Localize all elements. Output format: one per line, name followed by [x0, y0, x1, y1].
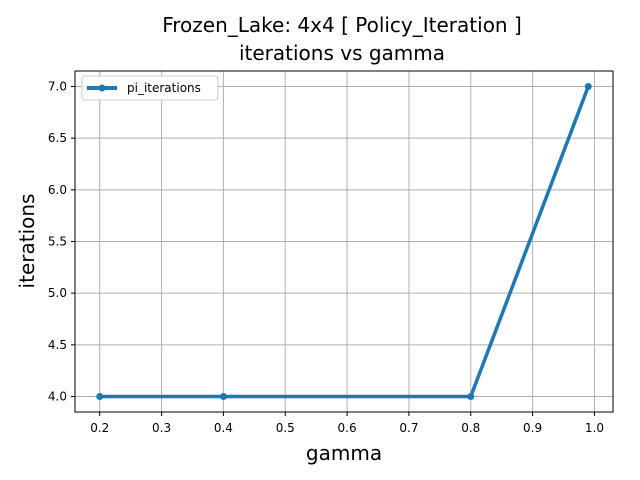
x-tick-label: 0.3	[152, 421, 171, 435]
series-layer	[96, 83, 592, 400]
legend: pi_iterations	[81, 75, 219, 101]
x-tick-label: 0.5	[276, 421, 295, 435]
x-tick-label: 0.9	[523, 421, 542, 435]
data-point	[584, 83, 592, 90]
data-point	[219, 393, 227, 400]
chart-subtitle: iterations vs gamma	[239, 41, 445, 65]
legend-box	[81, 75, 219, 101]
data-point	[96, 393, 104, 400]
x-tick-label: 0.6	[338, 421, 357, 435]
x-tick-label: 1.0	[585, 421, 604, 435]
ticks: 0.2 0.3 0.4 0.5 0.6 0.7 0.8 0.9 1.0 4.0 4.5 5.0 5.5 6…	[48, 80, 604, 436]
y-tick-label: 4.0	[48, 390, 67, 404]
x-tick-label: 0.7	[399, 421, 418, 435]
y-tick-label: 5.0	[48, 286, 67, 300]
chart-title: Frozen_Lake: 4x4 [ Policy_Iteration ]	[162, 13, 522, 37]
y-tick-label: 5.5	[48, 235, 67, 249]
y-axis-label: iterations	[15, 194, 39, 289]
y-tick-label: 7.0	[48, 80, 67, 94]
x-tick-label: 0.8	[461, 421, 480, 435]
legend-label-pi-iterations: pi_iterations	[127, 81, 201, 95]
x-axis-label: gamma	[306, 441, 382, 465]
series-line-pi-iterations	[99, 85, 590, 399]
y-tick-label: 6.5	[48, 131, 67, 145]
data-point	[467, 393, 475, 400]
x-tick-label: 0.4	[214, 421, 233, 435]
y-tick-label: 6.0	[48, 183, 67, 197]
x-tick-label: 0.2	[90, 421, 109, 435]
y-tick-label: 4.5	[48, 338, 67, 352]
legend-marker-pi-iterations	[98, 84, 106, 92]
